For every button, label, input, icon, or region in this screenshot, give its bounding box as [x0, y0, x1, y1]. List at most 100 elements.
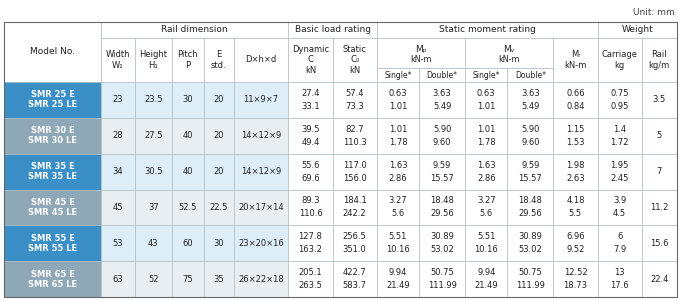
Bar	[419, 118, 465, 154]
Text: 111.99: 111.99	[516, 281, 545, 290]
Text: Double*: Double*	[515, 70, 546, 80]
Bar	[172, 261, 204, 297]
Bar	[554, 225, 597, 261]
Bar	[4, 118, 101, 154]
Text: 110.6: 110.6	[298, 209, 322, 218]
Text: SMR 55 LE: SMR 55 LE	[28, 244, 77, 253]
Bar	[4, 154, 101, 190]
Text: 422.7: 422.7	[343, 268, 366, 277]
Text: 14×12×9: 14×12×9	[241, 131, 281, 140]
Text: 14×12×9: 14×12×9	[241, 167, 281, 176]
Text: 9.94: 9.94	[389, 268, 407, 277]
Bar	[419, 261, 465, 297]
Bar	[332, 190, 377, 225]
Text: 52.5: 52.5	[178, 203, 197, 212]
Text: 37: 37	[148, 203, 159, 212]
Bar	[554, 82, 597, 118]
Text: 11.2: 11.2	[650, 203, 669, 212]
Text: 20: 20	[213, 167, 224, 176]
Text: 4.5: 4.5	[613, 209, 626, 218]
Bar	[172, 118, 204, 154]
Text: SMR 25 E: SMR 25 E	[31, 90, 74, 99]
Text: 1.63: 1.63	[389, 160, 407, 169]
Bar	[101, 118, 135, 154]
Text: kN-m: kN-m	[498, 55, 520, 64]
Bar	[204, 118, 234, 154]
Text: Basic load rating: Basic load rating	[295, 26, 370, 34]
Text: 1.78: 1.78	[477, 138, 496, 147]
Text: 9.52: 9.52	[566, 245, 584, 254]
Bar	[234, 38, 288, 82]
Text: 1.98: 1.98	[566, 160, 585, 169]
Bar	[377, 118, 419, 154]
Text: 0.63: 0.63	[477, 89, 496, 98]
Text: 0.95: 0.95	[610, 102, 629, 111]
Text: 30.89: 30.89	[518, 232, 542, 241]
Bar	[642, 190, 677, 225]
Text: 263.5: 263.5	[298, 281, 322, 290]
Bar	[234, 82, 288, 118]
Text: 30.5: 30.5	[144, 167, 163, 176]
Text: 0.63: 0.63	[389, 89, 407, 98]
Text: D×h×d: D×h×d	[245, 56, 276, 64]
Text: 1.4: 1.4	[613, 125, 626, 134]
Text: 5.6: 5.6	[479, 209, 493, 218]
Text: 3.5: 3.5	[652, 95, 666, 104]
Text: 73.3: 73.3	[345, 102, 364, 111]
Text: 57.4: 57.4	[345, 89, 364, 98]
Text: 5: 5	[656, 131, 662, 140]
Text: 18.48: 18.48	[430, 196, 454, 206]
Text: 26×22×18: 26×22×18	[238, 274, 284, 284]
Bar	[4, 190, 101, 225]
Bar	[288, 190, 332, 225]
Text: Pitch
P: Pitch P	[177, 50, 198, 70]
Text: 1.72: 1.72	[610, 138, 629, 147]
Text: 23.5: 23.5	[144, 95, 163, 104]
Bar	[332, 225, 377, 261]
Text: 18.48: 18.48	[518, 196, 542, 206]
Text: 9.60: 9.60	[433, 138, 452, 147]
Text: Mᵥ: Mᵥ	[503, 45, 515, 54]
Text: Rail dimension: Rail dimension	[161, 26, 228, 34]
Bar	[377, 38, 465, 68]
Bar	[204, 190, 234, 225]
Text: 21.49: 21.49	[386, 281, 410, 290]
Bar	[135, 82, 172, 118]
Text: 30: 30	[213, 239, 224, 248]
Bar	[554, 38, 597, 82]
Text: 0.66: 0.66	[566, 89, 585, 98]
Text: Single*: Single*	[384, 70, 411, 80]
Text: 9.59: 9.59	[521, 160, 539, 169]
Text: 9.94: 9.94	[477, 268, 495, 277]
Text: 2.45: 2.45	[610, 173, 629, 182]
Text: 27.4: 27.4	[301, 89, 319, 98]
Text: 2.86: 2.86	[477, 173, 496, 182]
Text: 3.27: 3.27	[389, 196, 407, 206]
Text: 351.0: 351.0	[343, 245, 366, 254]
Bar	[465, 190, 507, 225]
Text: 18.73: 18.73	[563, 281, 588, 290]
Text: 34: 34	[112, 167, 123, 176]
Text: 5.5: 5.5	[569, 209, 582, 218]
Bar	[507, 190, 554, 225]
Text: SMR 25 LE: SMR 25 LE	[28, 100, 77, 109]
Bar	[288, 261, 332, 297]
Bar	[332, 118, 377, 154]
Bar	[465, 68, 507, 82]
Bar	[288, 82, 332, 118]
Text: SMR 55 E: SMR 55 E	[31, 234, 74, 243]
Bar	[597, 225, 642, 261]
Bar	[554, 118, 597, 154]
Text: SMR 35 LE: SMR 35 LE	[28, 172, 77, 181]
Bar	[172, 154, 204, 190]
Text: Dynamic
C
kN: Dynamic C kN	[292, 45, 329, 75]
Text: 60: 60	[183, 239, 193, 248]
Bar	[465, 261, 507, 297]
Text: 5.90: 5.90	[433, 125, 452, 134]
Bar	[234, 225, 288, 261]
Text: Static
C₀
kN: Static C₀ kN	[343, 45, 366, 75]
Bar	[419, 225, 465, 261]
Text: kN-m: kN-m	[410, 55, 432, 64]
Text: 27.5: 27.5	[144, 131, 163, 140]
Text: 53.02: 53.02	[518, 245, 542, 254]
